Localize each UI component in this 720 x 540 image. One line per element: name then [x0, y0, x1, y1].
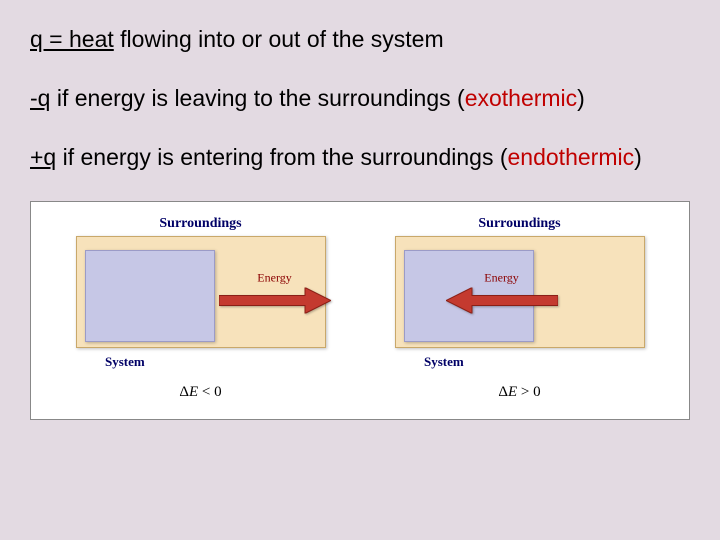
- surroundings-box-right: Energy: [395, 236, 645, 348]
- arrow-left-icon: [446, 288, 558, 314]
- e-var-right: E: [508, 384, 517, 400]
- pos-q-line: +q if energy is entering from the surrou…: [30, 142, 690, 173]
- energy-label-right: Energy: [484, 271, 518, 286]
- delta-symbol-right: Δ: [498, 384, 508, 400]
- endothermic-word: endothermic: [508, 144, 635, 170]
- delta-symbol-left: Δ: [179, 384, 189, 400]
- delta-e-left: ΔE < 0: [179, 384, 221, 401]
- energy-label-left: Energy: [257, 271, 291, 286]
- endothermic-panel: Surroundings Energy System ΔE > 0: [380, 216, 659, 401]
- pos-q-mid: if energy is entering from the surroundi…: [56, 144, 507, 170]
- energy-arrow-out: Energy: [219, 271, 331, 314]
- rel-right: > 0: [517, 384, 540, 400]
- e-var-left: E: [189, 384, 198, 400]
- neg-q-mid: if energy is leaving to the surroundings…: [50, 85, 464, 111]
- q-equals-heat: q = heat: [30, 26, 114, 52]
- def-rest: flowing into or out of the system: [114, 26, 444, 52]
- system-box-left: [85, 250, 215, 342]
- energy-arrow-in: Energy: [446, 271, 558, 314]
- energy-diagram: Surroundings Energy System ΔE < 0 Surrou…: [30, 201, 690, 420]
- exothermic-panel: Surroundings Energy System ΔE < 0: [61, 216, 340, 401]
- neg-q: -q: [30, 85, 50, 111]
- pos-q-end: ): [634, 144, 642, 170]
- system-label-left: System: [105, 354, 145, 370]
- pos-q: +q: [30, 144, 56, 170]
- neg-q-line: -q if energy is leaving to the surroundi…: [30, 83, 690, 114]
- definition-line: q = heat flowing into or out of the syst…: [30, 24, 690, 55]
- arrow-right-icon: [219, 288, 331, 314]
- neg-q-end: ): [577, 85, 585, 111]
- system-label-right: System: [424, 354, 464, 370]
- surroundings-label-left: Surroundings: [159, 216, 241, 232]
- surroundings-label-right: Surroundings: [478, 216, 560, 232]
- rel-left: < 0: [198, 384, 221, 400]
- exothermic-word: exothermic: [465, 85, 577, 111]
- surroundings-box-left: Energy: [76, 236, 326, 348]
- delta-e-right: ΔE > 0: [498, 384, 540, 401]
